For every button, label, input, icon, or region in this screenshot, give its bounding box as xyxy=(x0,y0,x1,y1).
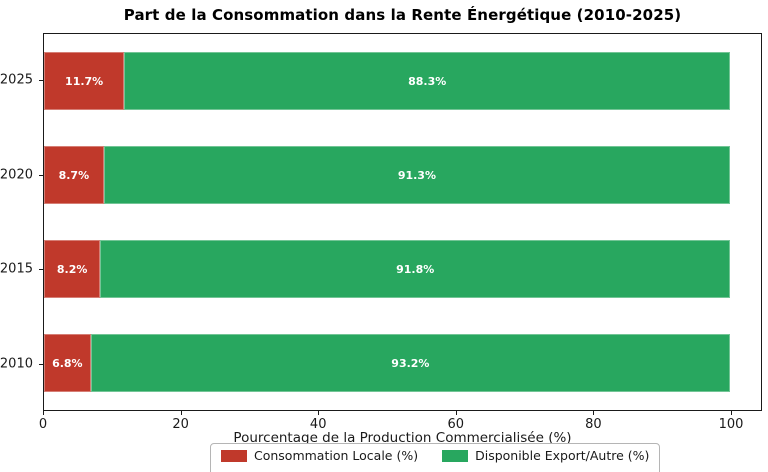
legend-swatch-consommation-locale xyxy=(221,450,247,462)
bar-segment: 88.3% xyxy=(124,52,731,110)
y-tick-label: 2015 xyxy=(0,261,33,277)
bar-row-2025: 11.7% 88.3% xyxy=(44,34,761,128)
plot-area: 11.7% 88.3% 8.7% 91.3% 8.2% 91.8% 6.8% 93.2% xyxy=(43,33,762,411)
legend-item-disponible-export: Disponible Export/Autre (%) xyxy=(442,448,649,463)
legend-label-consommation-locale: Consommation Locale (%) xyxy=(254,448,419,463)
bar-row-2015: 8.2% 91.8% xyxy=(44,222,761,316)
legend-label-disponible-export: Disponible Export/Autre (%) xyxy=(475,448,650,463)
x-tick-mark xyxy=(43,411,44,415)
y-axis: 2025 2020 2015 2010 xyxy=(0,33,43,411)
legend-swatch-disponible-export xyxy=(442,450,469,462)
x-tick-mark xyxy=(180,411,182,415)
x-tick-label: 0 xyxy=(38,417,48,432)
bar-value-label: 91.8% xyxy=(396,262,435,276)
bar-segment: 91.8% xyxy=(100,240,731,298)
y-tick-label: 2025 xyxy=(0,72,33,88)
x-tick-mark xyxy=(731,411,733,415)
x-tick-label: 60 xyxy=(447,417,465,432)
bar-value-label: 6.8% xyxy=(52,356,83,370)
legend: Consommation Locale (%) Disponible Expor… xyxy=(210,443,661,472)
legend-item-consommation-locale: Consommation Locale (%) xyxy=(221,448,418,463)
x-tick-mark xyxy=(455,411,457,415)
y-tick-mark xyxy=(39,174,43,176)
x-tick-label: 20 xyxy=(172,417,189,432)
y-tick-label: 2020 xyxy=(0,167,33,183)
bar-segment: 93.2% xyxy=(90,334,731,392)
x-axis-label: Pourcentage de la Production Commerciali… xyxy=(233,430,572,446)
x-tick-label: 80 xyxy=(585,417,602,432)
bar-segment: 6.8% xyxy=(44,334,91,392)
bar-value-label: 11.7% xyxy=(65,74,104,88)
bar-segment: 11.7% xyxy=(44,52,125,110)
y-tick-mark xyxy=(39,363,43,365)
bar-value-label: 88.3% xyxy=(408,74,447,88)
bar-value-label: 93.2% xyxy=(391,356,430,370)
bar-segment: 8.2% xyxy=(44,240,101,298)
bar-row-2010: 6.8% 93.2% xyxy=(44,316,761,410)
y-tick-mark xyxy=(39,80,43,82)
bar-value-label: 8.2% xyxy=(56,262,88,276)
bar-segment: 91.3% xyxy=(103,146,731,204)
bar-segment: 8.7% xyxy=(44,146,104,204)
y-tick-label: 2010 xyxy=(0,356,33,372)
x-tick-label: 40 xyxy=(309,417,327,432)
bar-row-2020: 8.7% 91.3% xyxy=(44,128,761,222)
chart-title: Part de la Consommation dans la Rente Én… xyxy=(123,6,682,24)
bar-value-label: 8.7% xyxy=(58,168,90,182)
x-tick-mark xyxy=(318,411,320,415)
y-tick-mark xyxy=(39,269,43,271)
x-tick-label: 100 xyxy=(718,417,744,432)
bar-value-label: 91.3% xyxy=(397,168,436,182)
x-tick-mark xyxy=(593,411,595,415)
x-axis: 0 20 40 60 80 100 xyxy=(39,411,762,435)
